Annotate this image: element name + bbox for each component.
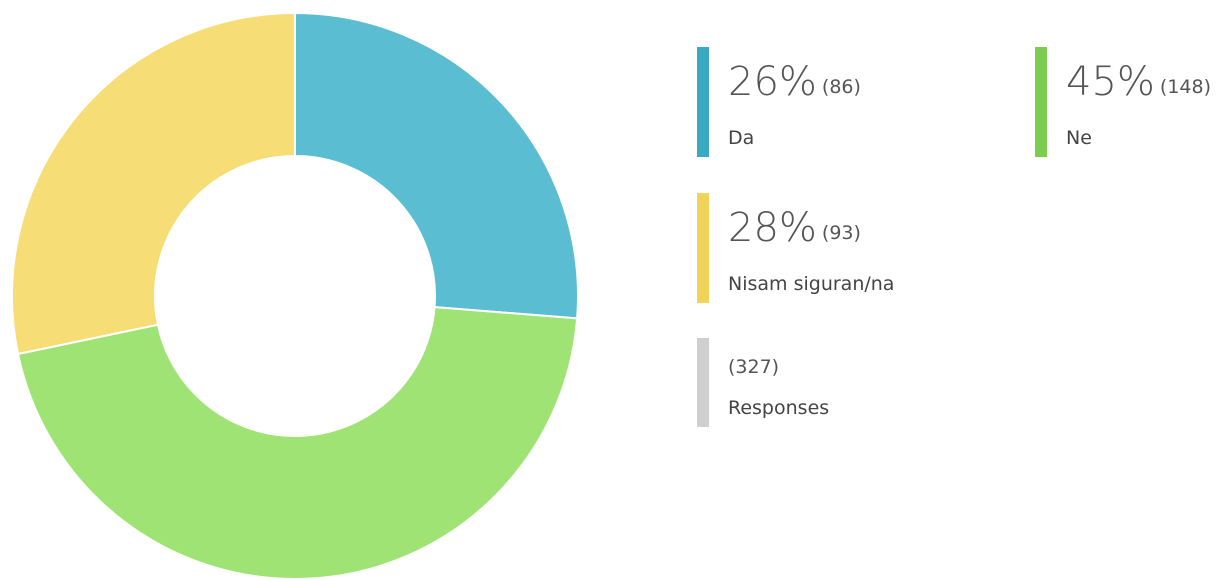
total-count: (327): [728, 356, 779, 378]
legend-count: (148): [1160, 76, 1211, 98]
legend-percent: 28%: [728, 205, 817, 251]
legend-swatch: [1035, 47, 1047, 157]
slice: [294, 11, 579, 320]
legend-count: (93): [822, 222, 861, 244]
legend-label: Nisam siguran/na: [728, 273, 894, 295]
legend-label: Ne: [1066, 127, 1092, 149]
legend-swatch: [697, 47, 709, 157]
legend-percent: 26%: [728, 59, 817, 105]
slice: [16, 306, 579, 579]
legend-count: (86): [822, 76, 861, 98]
legend-percent: 45%: [1066, 59, 1155, 105]
legend-label: Da: [728, 127, 754, 149]
legend-swatch: [697, 193, 709, 303]
slice: [11, 11, 296, 356]
total-text: Responses: [728, 397, 829, 419]
total-swatch: [697, 338, 709, 427]
